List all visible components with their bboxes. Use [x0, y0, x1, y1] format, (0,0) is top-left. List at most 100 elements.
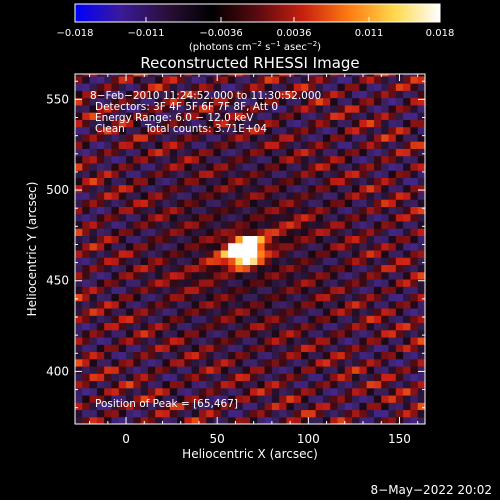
heatmap-cell [366, 141, 375, 149]
heatmap-cell [220, 184, 229, 193]
heatmap-cell [417, 126, 425, 135]
heatmap-cell [242, 387, 251, 396]
heatmap-cell [330, 177, 339, 186]
heatmap-cell [191, 112, 200, 120]
heatmap-cell [89, 264, 98, 273]
heatmap-cell [184, 90, 193, 99]
heatmap-cell [177, 264, 185, 273]
heatmap-cell [330, 213, 339, 222]
heatmap-cell [366, 278, 375, 287]
heatmap-cell [330, 162, 339, 171]
heatmap-cell [126, 170, 134, 178]
heatmap-cell [111, 329, 120, 338]
heatmap-cell [140, 315, 149, 324]
heatmap-cell [286, 83, 295, 91]
heatmap-cell [162, 329, 171, 338]
heatmap-cell [111, 257, 120, 266]
heatmap-cell [169, 394, 178, 403]
heatmap-cell [177, 409, 185, 418]
heatmap-cell [126, 315, 134, 324]
heatmap-cell [264, 74, 273, 77]
heatmap-cell [228, 74, 237, 77]
heatmap-cell [82, 300, 91, 309]
heatmap-cell [133, 286, 142, 295]
heatmap-cell [82, 315, 91, 324]
heatmap-cell [111, 170, 120, 178]
heatmap-cell [147, 235, 156, 244]
heatmap-cell [250, 97, 258, 106]
heatmap-cell [162, 170, 171, 178]
heatmap-cell [111, 141, 120, 149]
heatmap-cell [206, 191, 215, 200]
heatmap-cell [104, 264, 113, 273]
heatmap-cell [147, 220, 156, 229]
heatmap-cell [147, 387, 156, 396]
heatmap-cell [111, 126, 120, 135]
heatmap-cell [147, 344, 156, 353]
heatmap-cell [337, 74, 346, 77]
heatmap-cell [220, 344, 229, 353]
heatmap-cell [359, 373, 368, 382]
heatmap-cell [250, 133, 258, 142]
heatmap-cell [330, 402, 339, 411]
heatmap-cell [257, 365, 266, 374]
heatmap-cell [344, 74, 353, 77]
heatmap-cell [403, 170, 412, 178]
heatmap-cell [388, 307, 397, 316]
heatmap-cell [111, 351, 120, 360]
heatmap-cell [279, 402, 288, 411]
heatmap-cell [89, 191, 98, 200]
heatmap-cell [279, 409, 288, 418]
heatmap-cell [220, 235, 229, 244]
heatmap-cell [373, 126, 382, 135]
heatmap-cell [395, 336, 404, 345]
heatmap-cell [301, 380, 309, 389]
heatmap-cell [220, 75, 229, 84]
heatmap-cell [337, 271, 346, 280]
heatmap-cell [191, 90, 200, 99]
heatmap-cell [279, 133, 288, 142]
heatmap-cell [337, 293, 346, 302]
heatmap-cell [373, 74, 382, 77]
heatmap-cell [250, 228, 258, 236]
heatmap-cell [301, 90, 309, 99]
heatmap-cell [228, 365, 237, 374]
heatmap-cell [293, 257, 302, 266]
heatmap-cell [279, 286, 288, 295]
heatmap-cell [301, 199, 309, 207]
heatmap-cell [388, 394, 397, 403]
heatmap-cell [264, 162, 273, 171]
heatmap-cell [82, 307, 91, 316]
heatmap-cell [89, 177, 98, 186]
heatmap-cell [250, 300, 258, 309]
heatmap-cell [96, 177, 105, 186]
heatmap-cell [410, 358, 419, 367]
heatmap-cell [373, 162, 382, 171]
heatmap-cell [308, 278, 317, 287]
heatmap-cell [301, 155, 309, 164]
heatmap-cell [155, 307, 164, 316]
heatmap-cell [220, 119, 229, 128]
y-tick-label: 550 [46, 92, 69, 106]
heatmap-cell [308, 119, 317, 128]
heatmap-cell [242, 409, 251, 418]
heatmap-cell [220, 206, 229, 215]
heatmap-cell [279, 242, 288, 251]
heatmap-cell [169, 104, 178, 113]
heatmap-cell [344, 112, 353, 120]
heatmap-cell [118, 286, 127, 295]
heatmap-cell [147, 191, 156, 200]
heatmap-cell [198, 416, 207, 424]
heatmap-cell [366, 257, 375, 266]
heatmap-cell [155, 133, 164, 142]
heatmap-cell [213, 220, 222, 229]
heatmap-cell [75, 329, 83, 338]
heatmap-cell [147, 300, 156, 309]
heatmap-cell [118, 315, 127, 324]
heatmap-cell [242, 278, 251, 287]
heatmap-cell [417, 83, 425, 91]
heatmap-cell [293, 206, 302, 215]
heatmap-cell [352, 199, 360, 207]
heatmap-cell [403, 155, 412, 164]
